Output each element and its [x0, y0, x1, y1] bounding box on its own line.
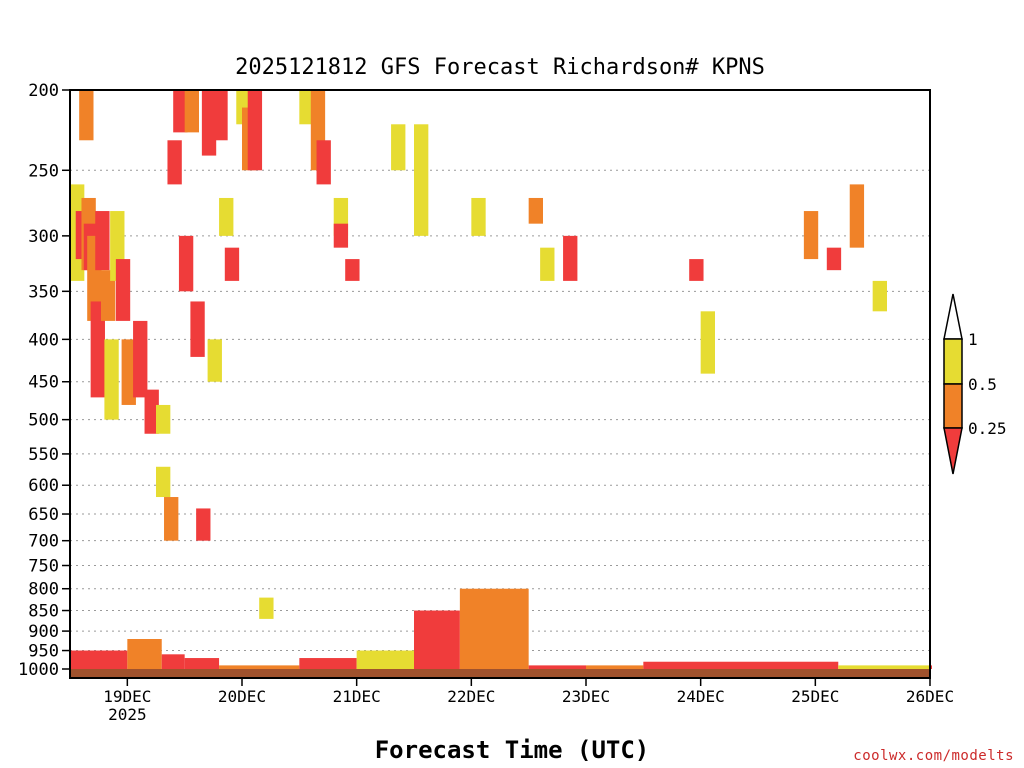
ri-cell — [173, 90, 188, 133]
x-tick-label: 25DEC — [791, 687, 839, 706]
ri-cell — [167, 140, 182, 185]
ri-cell — [247, 90, 263, 171]
ri-cell — [803, 211, 819, 260]
ri-cell — [104, 339, 119, 420]
ri-cell — [826, 247, 842, 271]
ri-cell — [316, 140, 331, 185]
ri-cell — [79, 90, 94, 141]
ri-cell — [196, 508, 211, 541]
y-tick-label: 350 — [28, 282, 59, 302]
y-tick-label: 200 — [28, 81, 59, 101]
boundary-layer-cell — [219, 665, 300, 669]
ri-cell — [872, 280, 887, 312]
x-axis-label: Forecast Time (UTC) — [375, 736, 650, 764]
ri-cell — [90, 301, 105, 398]
x-axis: 19DEC 20DEC 21DEC 22DEC 23DEC 24DEC 25DEC 26DEC… — [103, 678, 954, 724]
ri-cell — [213, 90, 228, 141]
ri-cell — [115, 259, 131, 321]
ri-cell — [689, 259, 704, 281]
boundary-layer-cell — [643, 661, 758, 669]
y-tick-label: 700 — [28, 532, 59, 552]
ri-cell — [299, 90, 314, 125]
y-tick-label: 600 — [28, 476, 59, 496]
boundary-layer-cell — [414, 610, 460, 669]
y-tick-label: 650 — [28, 505, 59, 525]
boundary-layer-cell — [356, 650, 414, 669]
y-tick-label: 1000 — [18, 660, 59, 680]
x-tick-label: 20DEC — [218, 687, 266, 706]
ri-cell — [414, 124, 429, 236]
ri-cell — [333, 223, 349, 248]
ri-cell — [219, 197, 234, 236]
ri-cell — [164, 497, 179, 541]
x-tick-label: 23DEC — [562, 687, 610, 706]
y-tick-label: 250 — [28, 161, 59, 181]
ri-cell — [178, 235, 194, 292]
ri-cell — [100, 270, 116, 321]
y-axis: 200 250 300 350 400 450 500 550 600 650 700 750 8008… — [18, 81, 70, 680]
ri-cell — [190, 301, 205, 357]
ri-cell — [156, 404, 171, 434]
ri-cell — [144, 389, 159, 434]
ri-cell — [95, 211, 110, 271]
boundary-layer-cell — [299, 658, 357, 669]
ri-cell — [849, 184, 865, 248]
x-tick-label: 22DEC — [447, 687, 495, 706]
colorbar-label: 1 — [968, 330, 978, 349]
colorbar-bin-yellow — [943, 338, 963, 385]
x-tick-year: 2025 — [108, 705, 147, 724]
credit-link[interactable]: coolwx.com/modelts — [853, 748, 1014, 764]
y-tick-label: 850 — [28, 602, 59, 622]
boundary-layer-cell — [70, 650, 128, 669]
x-tick-label: 26DEC — [906, 687, 954, 706]
boundary-layer-cell — [184, 658, 220, 669]
ri-cell — [700, 311, 715, 374]
boundary-layer-cell — [586, 665, 644, 669]
x-tick-label: 21DEC — [333, 687, 381, 706]
boundary-layer-cell — [127, 639, 162, 669]
y-tick-label: 750 — [28, 557, 59, 577]
boundary-layer-cell — [459, 588, 529, 669]
ri-cell — [391, 124, 406, 171]
colorbar-top-arrow — [943, 293, 963, 340]
ri-cell — [471, 197, 486, 236]
plot-frame — [69, 89, 931, 679]
y-tick-label: 550 — [28, 445, 59, 465]
ri-cell — [540, 247, 555, 281]
ri-cell — [184, 90, 199, 133]
colorbar-bin-orange — [943, 383, 963, 429]
y-tick-label: 450 — [28, 373, 59, 393]
ri-cell — [259, 597, 274, 619]
y-tick-label: 300 — [28, 227, 59, 247]
ri-cell — [133, 320, 148, 398]
boundary-layer-cell — [528, 665, 586, 669]
boundary-layer-cell — [758, 661, 839, 669]
colorbar-label: 0.25 — [968, 419, 1007, 438]
x-tick-label: 24DEC — [677, 687, 725, 706]
plot-area — [69, 89, 932, 679]
boundary-layer-cell — [838, 665, 930, 669]
ri-cell — [224, 247, 240, 281]
ri-cell — [345, 259, 360, 281]
x-tick-label: 19DEC — [103, 687, 151, 706]
colorbar-label: 0.5 — [968, 375, 997, 394]
y-tick-label: 500 — [28, 411, 59, 431]
boundary-layer-cell — [161, 654, 185, 669]
chart-title: 2025121812 GFS Forecast Richardson# KPNS — [235, 55, 765, 80]
ri-cell — [121, 339, 136, 405]
colorbar: 1 0.5 0.25 — [943, 293, 1007, 475]
ri-cell — [156, 466, 171, 498]
y-tick-label: 800 — [28, 580, 59, 600]
ri-cell — [207, 339, 222, 382]
colorbar-bottom-arrow — [943, 427, 963, 475]
ground-band — [70, 669, 930, 678]
y-tick-label: 400 — [28, 330, 59, 350]
ri-cell — [528, 197, 543, 224]
ri-cell — [201, 90, 217, 156]
y-tick-label: 900 — [28, 622, 59, 642]
y-tick-label: 950 — [28, 642, 59, 662]
ri-cell — [563, 235, 578, 281]
